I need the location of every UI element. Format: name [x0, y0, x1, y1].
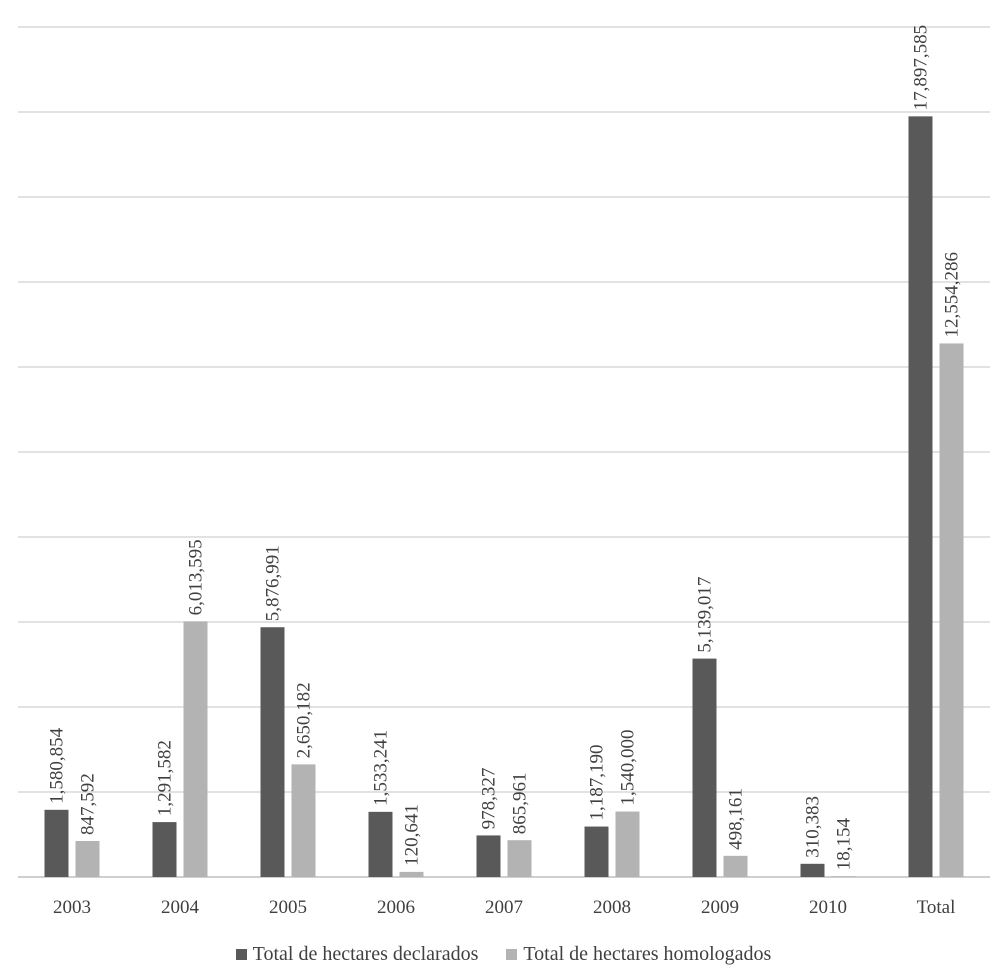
bar-declarados-2006 — [368, 811, 393, 877]
data-label: 978,327 — [479, 768, 500, 830]
bars — [44, 116, 964, 877]
x-tick-label: 2003 — [53, 897, 91, 918]
bar-homologados-2003 — [75, 840, 100, 877]
data-label: 2,650,182 — [294, 682, 315, 758]
x-tick-label: 2009 — [701, 897, 739, 918]
x-tick-label: 2005 — [269, 897, 307, 918]
x-tick-label: 2006 — [377, 897, 415, 918]
data-label: 865,961 — [510, 772, 531, 834]
data-label: 1,580,854 — [47, 727, 68, 804]
legend: Total de hectares declarados Total de he… — [0, 940, 1007, 968]
data-label: 310,383 — [803, 796, 824, 858]
bar-declarados-2007 — [476, 835, 501, 877]
data-label: 17,897,585 — [911, 25, 932, 111]
x-tick-label: 2010 — [809, 897, 847, 918]
data-label: 1,533,241 — [371, 730, 392, 806]
x-tick-label: 2008 — [593, 897, 631, 918]
data-label: 847,592 — [78, 773, 99, 835]
bar-declarados-2003 — [44, 809, 69, 877]
x-tick-label: 2004 — [161, 897, 200, 918]
bar-declarados-2005 — [260, 627, 285, 877]
data-label: 498,161 — [726, 788, 747, 850]
x-tick-label: Total — [917, 897, 956, 918]
data-label: 120,641 — [402, 804, 423, 866]
data-label: 1,540,000 — [618, 730, 639, 806]
bar-chart: 1,580,854 847,592 1,291,582 6,013,595 5,876,… — [18, 25, 990, 918]
legend-swatch-declarados — [235, 948, 247, 960]
data-label: 1,187,190 — [587, 745, 608, 821]
bar-declarados-Total — [908, 116, 933, 877]
bar-declarados-2009 — [692, 658, 717, 877]
x-axis-ticks: 2003 2004 2005 2006 2007 2008 2009 2010 Total — [53, 897, 955, 918]
bar-declarados-2008 — [584, 826, 609, 877]
gridlines — [18, 26, 990, 878]
bar-homologados-Total — [939, 343, 964, 877]
bar-homologados-2007 — [507, 840, 532, 877]
legend-swatch-homologados — [506, 948, 518, 960]
legend-label-declarados: Total de hectares declarados — [252, 942, 479, 965]
data-label: 5,139,017 — [695, 577, 716, 653]
bar-homologados-2008 — [615, 811, 640, 877]
data-labels: 1,580,854 847,592 1,291,582 6,013,595 5,876,… — [47, 25, 963, 870]
data-label: 6,013,595 — [186, 539, 207, 615]
bar-declarados-2010 — [800, 863, 825, 877]
legend-item-declarados: Total de hectares declarados — [235, 942, 479, 966]
legend-label-homologados: Total de hectares homologados — [523, 942, 772, 965]
bar-homologados-2009 — [723, 855, 748, 877]
legend-item-homologados: Total de hectares homologados — [506, 943, 771, 966]
bar-homologados-2010 — [831, 876, 856, 877]
data-label: 5,876,991 — [263, 545, 284, 621]
bar-homologados-2005 — [291, 764, 316, 877]
bar-homologados-2006 — [399, 871, 424, 877]
data-label: 12,554,286 — [942, 252, 963, 338]
data-label: 1,291,582 — [155, 740, 176, 816]
bar-homologados-2004 — [183, 621, 208, 877]
x-tick-label: 2007 — [485, 897, 523, 918]
bar-declarados-2004 — [152, 822, 177, 877]
data-label: 18,154 — [834, 817, 855, 870]
